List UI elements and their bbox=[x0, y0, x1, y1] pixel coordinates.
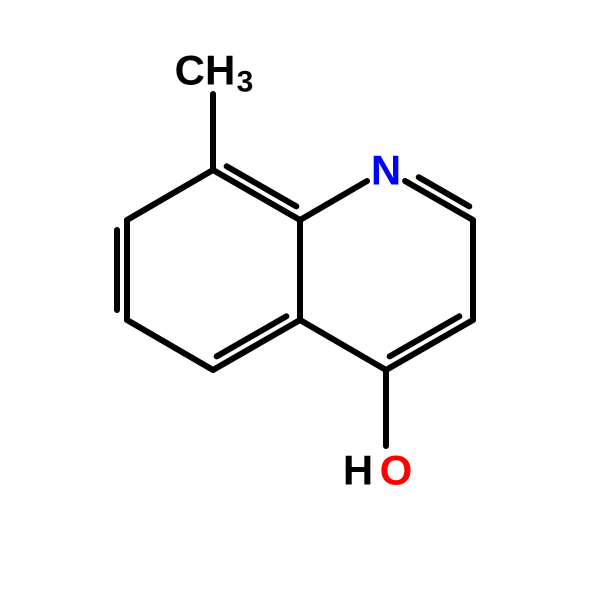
methyl-label: CH bbox=[175, 47, 236, 94]
bond-line bbox=[213, 320, 300, 370]
bond-line bbox=[386, 320, 473, 370]
bond-line bbox=[300, 320, 386, 370]
molecule-svg: N CH3 HO bbox=[0, 0, 600, 600]
nitrogen-label: N bbox=[371, 147, 401, 194]
bond-line bbox=[213, 170, 300, 220]
hydroxyl-h-label: H bbox=[343, 447, 373, 494]
bond-line bbox=[300, 181, 367, 220]
hydroxyl-o-label: O bbox=[380, 447, 413, 494]
methyl-subscript: 3 bbox=[237, 66, 254, 99]
bond-line bbox=[127, 320, 213, 370]
molecule-diagram: N CH3 HO bbox=[0, 0, 600, 600]
bond-line bbox=[127, 170, 213, 220]
